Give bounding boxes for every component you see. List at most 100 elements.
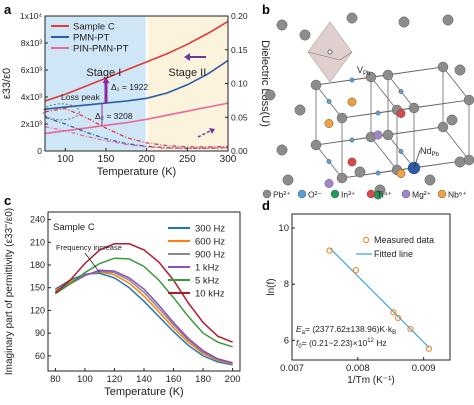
octahedron-edge: [339, 51, 353, 61]
pb-ion: [454, 156, 466, 168]
panel-b-crystal-structure: VPb NdPb Pb²⁺ O²⁻ In³⁺ Ti⁴⁺ Mg²⁺ Nb⁵⁺: [262, 12, 474, 200]
ion-legend: Pb²⁺ O²⁻ In³⁺ Ti⁴⁺ Mg²⁺ Nb⁵⁺: [262, 189, 467, 200]
ion-legend-label: In³⁺: [341, 190, 356, 200]
o-ion: [398, 149, 404, 154]
delta2-label: Δ₂ = 3208: [95, 111, 133, 121]
pb-ion: [336, 112, 348, 124]
panel-c-legend-label: 300 Hz: [195, 224, 225, 235]
panel-c-xtick-label: 100: [77, 374, 93, 385]
dashed-arrowhead: [209, 128, 215, 134]
panel-a-y2tick-label: 0.05: [231, 112, 248, 122]
panel-d-legend-label: Measured data: [374, 235, 434, 245]
panel-c-ytick-label: 120: [30, 305, 45, 315]
panel-a-series: [42, 16, 229, 151]
o-ion: [326, 99, 332, 104]
ion-legend-label: Mg²⁺: [412, 190, 432, 200]
pb-ion: [310, 79, 322, 91]
panel-label-a: a: [4, 2, 12, 17]
pb-ion: [446, 114, 458, 126]
stage-1-label: Stage I: [86, 67, 121, 79]
panel-a-y2tick-label: 0.20: [231, 11, 248, 21]
panel-c-xlabel: Temperature (K): [104, 386, 183, 398]
ion-legend-swatch: [297, 189, 307, 199]
pb-ion: [282, 174, 294, 186]
stage-1-region: [45, 16, 147, 151]
panel-a-ytick-label: 2x10³: [21, 119, 42, 129]
panel-a-chart: 100 150 200 250 300 0 2x10³ 4x10³ 6x10³ 8x10³ 1x10…: [1, 11, 271, 178]
pb-ion: [310, 139, 322, 151]
ndpb-label: NdPb: [420, 146, 440, 158]
panel-c-xtick-label: 160: [166, 374, 182, 385]
ion-legend-swatch: [262, 189, 272, 199]
crystal-lattice: [264, 12, 474, 200]
curve-300hz: [55, 272, 233, 366]
panel-a-legend-label: PMN-PT: [73, 33, 110, 44]
panel-a-xtick-label: 100: [57, 154, 74, 165]
panel-label-b: b: [262, 2, 270, 17]
panel-c-legend-label: 1 kHz: [195, 263, 220, 274]
pb-ion: [454, 64, 466, 76]
measured-point: [352, 267, 359, 274]
pb-ion: [336, 172, 348, 184]
panel-a-ytick-label: 8x10³: [21, 38, 42, 48]
ion-legend-label: Ti⁴⁺: [377, 190, 392, 200]
panel-a-y2tick-label: 0.10: [231, 79, 248, 89]
panel-c-ytick-label: 60: [35, 351, 45, 361]
panel-c-ytick-label: 210: [30, 237, 45, 247]
nb-ion: [324, 119, 334, 128]
o-ion: [349, 137, 355, 143]
pb-ion: [276, 19, 288, 31]
pb-ion: [346, 12, 358, 24]
pb-ion: [437, 61, 449, 73]
panel-d-ytick-label: 10: [278, 223, 289, 234]
pb-ion: [442, 14, 454, 26]
dashed-arrow: [197, 130, 211, 138]
panel-c-xtick-label: 140: [136, 374, 152, 385]
measured-point: [425, 345, 433, 352]
curve-10khz: [54, 243, 233, 343]
panel-a-axes: 100 150 200 250 300 0 2x10³ 4x10³ 6x10³ 8x10³ 1x10…: [20, 11, 248, 165]
ion-legend-swatch: [366, 189, 376, 199]
pb-ion: [276, 144, 288, 156]
measured-point: [390, 309, 397, 316]
lattice-edge: [370, 136, 398, 171]
pb-ion: [264, 89, 276, 101]
panel-a-ytick-label: 0: [37, 146, 42, 156]
frequency-increase-label: Frequency increase: [56, 243, 122, 252]
mg-ion: [324, 179, 334, 188]
panel-d-legend: Measured data Fitted line: [356, 235, 434, 259]
panel-d-ytick-label: 8: [284, 279, 289, 290]
panel-d-xtick-label: 0.008: [346, 363, 370, 374]
lattice-edge: [370, 76, 398, 111]
lattice-edge: [341, 169, 398, 179]
panel-a-xlabel: Temperature (K): [97, 166, 176, 178]
left-arrowhead: [184, 53, 190, 61]
panel-d-frame: [291, 213, 451, 361]
lattice-edge: [442, 66, 470, 101]
panel-a-ylabel-left: ε33/ε0: [1, 68, 13, 99]
ti-ion: [396, 109, 406, 118]
measured-point: [394, 314, 402, 321]
panel-c-legend: 300 Hz 600 Hz 900 Hz 1 kHz 5 kHz 10 kHz: [168, 224, 225, 300]
pin-pmn-pt-loss-line: [44, 126, 229, 149]
nb-ion: [347, 97, 357, 107]
lattice-edge: [341, 109, 398, 119]
attempt-frequency-equation: f0= (0.21~2.23)×1012 Hz: [296, 338, 387, 350]
lattice-edge: [442, 126, 470, 161]
stage-2-label: Stage II: [168, 67, 206, 79]
o-ion: [349, 77, 355, 83]
panel-c-axes: 80 100 120 140 160 180 200 60 90 120 150 180 210 240: [30, 215, 241, 385]
ion-legend-label: Nb⁵⁺: [448, 190, 467, 200]
curve-1khz: [55, 269, 233, 364]
panel-d-xlabel: 1/Tm (K⁻¹): [347, 375, 395, 386]
pb-ion: [294, 104, 306, 116]
panel-c-xtick-label: 80: [50, 374, 61, 385]
pmn-pt-permittivity-line: [44, 59, 229, 110]
pb-ion: [408, 102, 420, 114]
panel-d-ytick-label: 6: [284, 335, 289, 346]
pin-pmn-pt-permittivity-line: [44, 102, 229, 135]
panel-d-legend-marker: [362, 236, 370, 244]
panel-a-xtick-label: 200: [138, 154, 155, 165]
